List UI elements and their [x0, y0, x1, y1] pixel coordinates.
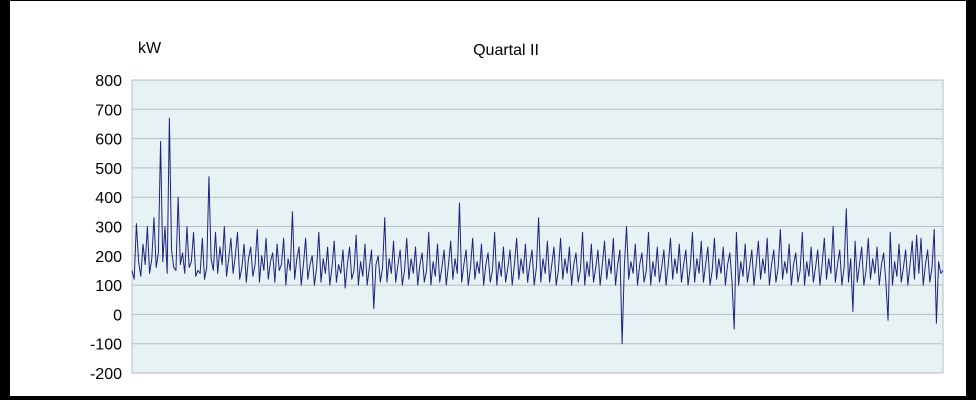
y-tick-label: 800 — [95, 73, 122, 90]
y-tick-label: 600 — [95, 132, 122, 149]
y-tick-label: 200 — [95, 249, 122, 266]
series-line-group — [131, 117, 944, 345]
y-tick-label: 400 — [95, 190, 122, 207]
y-tick-label: -100 — [90, 337, 122, 354]
chart-title: Quartal II — [473, 42, 539, 59]
chart-svg: Quartal II kW 800 700 600 500 400 300 200 100 0 -… — [90, 40, 944, 383]
y-tick-label: 100 — [95, 278, 122, 295]
y-tick-label: 0 — [113, 307, 122, 324]
y-tick-label: 500 — [95, 161, 122, 178]
series-line — [131, 117, 944, 345]
chart-frame: Quartal II kW 800 700 600 500 400 300 200 100 0 -… — [9, 0, 967, 397]
y-tick-label: -200 — [90, 366, 122, 383]
y-axis: 800 700 600 500 400 300 200 100 0 -100 -200 — [90, 73, 122, 383]
y-tick-label: 700 — [95, 102, 122, 119]
y-axis-label: kW — [138, 40, 162, 57]
y-tick-label: 300 — [95, 220, 122, 237]
plot-area — [131, 79, 944, 374]
